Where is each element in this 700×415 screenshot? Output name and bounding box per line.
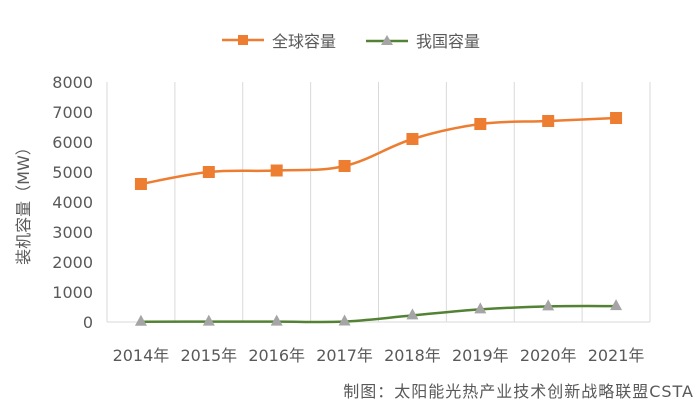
chart-credit: 制图：太阳能光热产业技术创新战略联盟CSTA xyxy=(343,382,694,401)
legend-label: 全球容量 xyxy=(271,32,336,51)
global-capacity-line xyxy=(140,116,617,186)
x-tick-label: 2019年 xyxy=(452,346,509,365)
triangle-marker-icon xyxy=(610,299,623,311)
x-tick-label: 2021年 xyxy=(588,346,645,365)
legend: 全球容量 我国容量 xyxy=(0,28,700,52)
square-marker-icon xyxy=(134,178,147,190)
triangle-marker-icon xyxy=(542,299,555,311)
square-marker-icon xyxy=(406,133,419,145)
x-tick-label: 2017年 xyxy=(316,346,373,365)
x-tick-label: 2020年 xyxy=(520,346,577,365)
triangle-marker-icon xyxy=(202,314,215,326)
y-tick-label: 5000 xyxy=(52,163,93,182)
square-marker-icon xyxy=(338,160,351,172)
triangle-marker-icon xyxy=(134,314,147,326)
square-marker-icon xyxy=(270,164,283,177)
triangle-marker-icon xyxy=(366,35,408,45)
square-marker-icon xyxy=(542,115,555,127)
x-tick-label: 2016年 xyxy=(248,346,305,365)
y-tick-label: 1000 xyxy=(52,283,93,302)
y-tick-label: 3000 xyxy=(52,223,93,242)
x-tick-label: 2014年 xyxy=(113,346,170,365)
legend-item-china: 我国容量 xyxy=(364,28,480,52)
triangle-marker-icon xyxy=(474,302,487,314)
china-capacity-line xyxy=(140,304,617,324)
y-tick-label: 7000 xyxy=(52,103,93,122)
y-tick-label: 6000 xyxy=(52,133,93,152)
square-marker-icon xyxy=(610,112,623,124)
triangle-marker-icon xyxy=(270,314,283,326)
y-tick-label: 8000 xyxy=(52,73,93,92)
square-marker-icon xyxy=(202,166,215,178)
y-tick-label: 0 xyxy=(83,313,93,332)
square-marker-icon xyxy=(474,118,487,130)
legend-item-global: 全球容量 xyxy=(220,28,336,52)
y-axis-label: 装机容量（MW） xyxy=(14,139,33,265)
y-tick-label: 2000 xyxy=(52,253,93,272)
triangle-marker-icon xyxy=(406,308,419,320)
legend-label: 我国容量 xyxy=(416,32,481,51)
triangle-marker-icon xyxy=(338,314,351,326)
square-marker-icon xyxy=(221,35,264,45)
y-tick-label: 4000 xyxy=(52,193,93,212)
x-tick-label: 2015年 xyxy=(180,346,237,365)
x-tick-label: 2018年 xyxy=(384,346,441,365)
